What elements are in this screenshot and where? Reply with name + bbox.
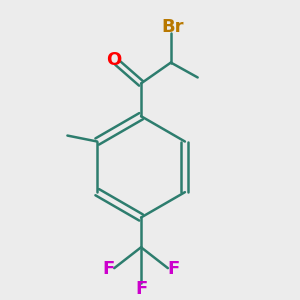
Text: F: F bbox=[135, 280, 147, 298]
Text: F: F bbox=[168, 260, 180, 278]
Text: O: O bbox=[106, 51, 121, 69]
Text: Br: Br bbox=[161, 18, 184, 36]
Text: F: F bbox=[102, 260, 114, 278]
